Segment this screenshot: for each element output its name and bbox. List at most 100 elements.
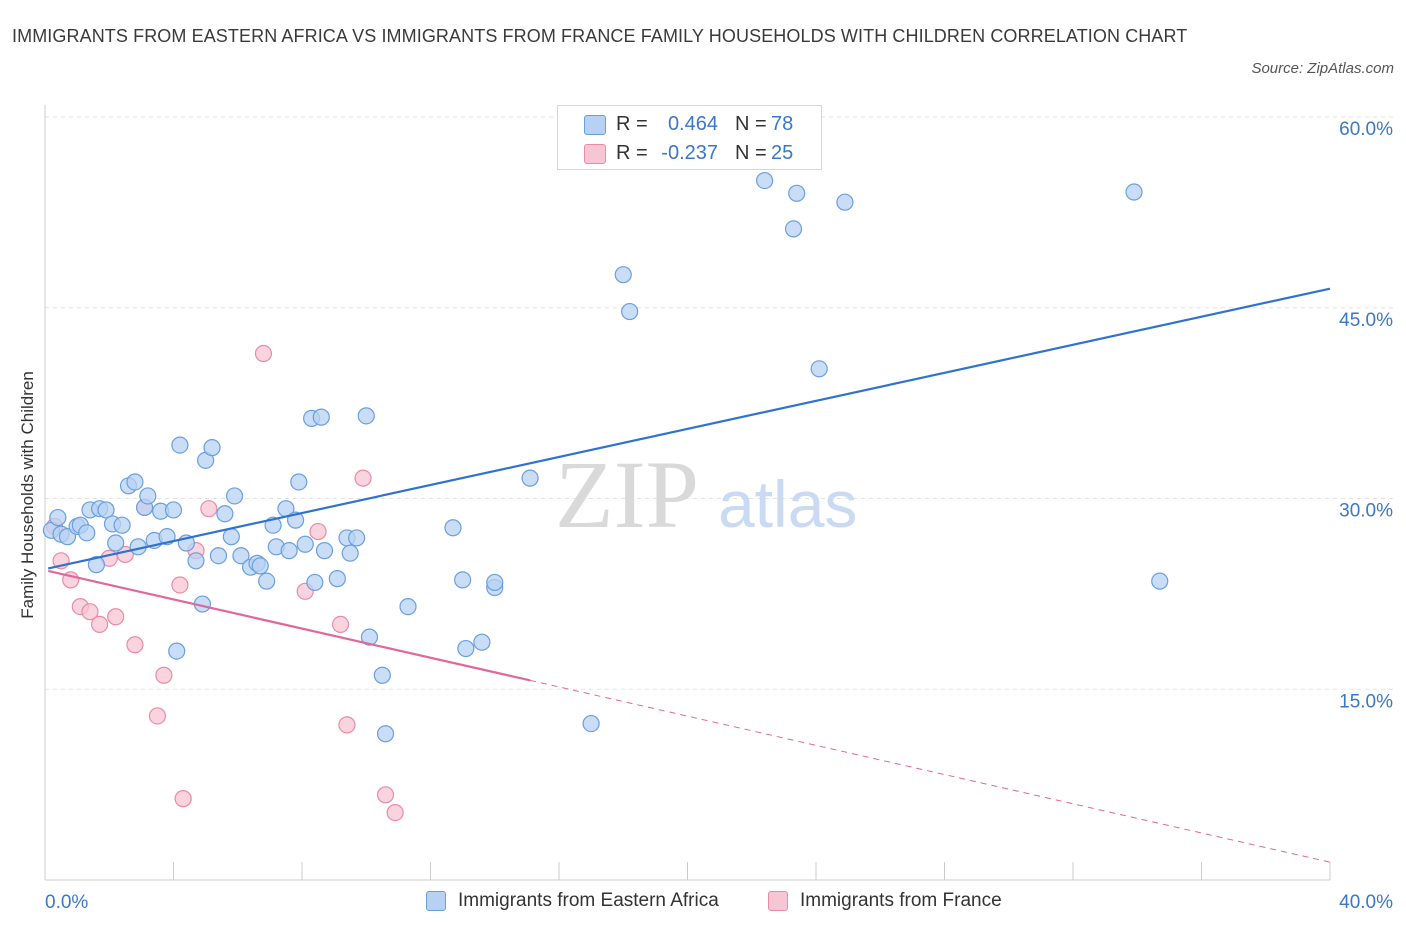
eastern-africa-point — [444, 519, 462, 537]
eastern-africa-trend-line — [47, 287, 1331, 570]
y-tick-label: 60.0% — [1339, 119, 1393, 140]
eastern-africa-point — [222, 528, 240, 546]
tick-labels: 15.0% 30.0% 45.0% 60.0% 0.0% 40.0% — [45, 119, 1393, 913]
legend-n-label: N = — [735, 142, 767, 164]
watermark-zip: ZIP — [555, 441, 699, 548]
bottom-legend-label: Immigrants from France — [800, 890, 1002, 911]
france-point — [174, 790, 192, 808]
eastern-africa-point — [486, 573, 504, 592]
eastern-africa-point — [755, 171, 774, 190]
grid-lines — [45, 116, 1395, 690]
eastern-africa-point — [225, 487, 244, 505]
eastern-africa-point — [164, 501, 183, 519]
eastern-africa-point — [784, 220, 803, 238]
eastern-africa-point — [582, 714, 600, 733]
bottom-legend-swatch-blue — [426, 891, 446, 911]
france-point — [254, 344, 273, 363]
legend-r-value: -0.237 — [661, 142, 718, 164]
source-label: Source: ZipAtlas.com — [1251, 60, 1394, 77]
eastern-africa-point — [97, 501, 115, 519]
france-point — [331, 615, 350, 633]
france-trend-line — [47, 569, 531, 682]
eastern-africa-point — [209, 547, 228, 565]
france-point — [148, 707, 167, 725]
y-tick-label: 15.0% — [1339, 691, 1393, 712]
eastern-africa-point — [836, 193, 854, 211]
axes — [44, 105, 1331, 881]
legend-n-label: N = — [735, 113, 767, 135]
eastern-africa-point — [139, 487, 157, 505]
france-point — [386, 804, 404, 822]
eastern-africa-point — [203, 439, 221, 457]
watermark: ZIP atlas — [555, 441, 857, 548]
eastern-africa-point — [251, 557, 269, 575]
legend-swatch-blue — [584, 115, 606, 135]
eastern-africa-point — [49, 508, 67, 527]
france-point — [91, 615, 109, 633]
eastern-africa-point — [306, 573, 324, 592]
france-trend-line-extension — [529, 679, 1331, 863]
france-point — [107, 608, 125, 626]
eastern-africa-point — [258, 572, 276, 590]
france-point — [171, 576, 189, 594]
eastern-africa-point — [454, 571, 472, 589]
eastern-africa-point — [1151, 572, 1169, 590]
y-tick-label: 45.0% — [1339, 310, 1393, 331]
eastern-africa-point — [312, 408, 330, 426]
eastern-africa-point — [348, 529, 366, 547]
eastern-africa-point — [373, 666, 391, 684]
eastern-africa-point — [341, 544, 359, 562]
eastern-africa-point — [621, 302, 639, 321]
eastern-africa-point — [296, 535, 314, 553]
legend-r-value: 0.464 — [667, 113, 718, 135]
legend-swatch-pink — [584, 144, 606, 164]
eastern-africa-point — [399, 597, 417, 616]
eastern-africa-point — [328, 570, 346, 588]
eastern-africa-point — [280, 542, 298, 560]
legend-r-label: R = — [616, 142, 648, 164]
eastern-africa-point — [232, 547, 250, 565]
france-point — [338, 716, 356, 734]
watermark-atlas: atlas — [718, 467, 857, 541]
x-tick-label: 40.0% — [1339, 892, 1393, 913]
trend-lines — [47, 287, 1331, 863]
eastern-africa-point — [376, 725, 395, 743]
legend-r-label: R = — [616, 113, 648, 135]
x-tick-label: 0.0% — [45, 892, 88, 913]
eastern-africa-point — [810, 360, 828, 378]
series-france-points — [46, 344, 404, 822]
eastern-africa-point — [788, 184, 806, 202]
eastern-africa-point — [315, 542, 334, 560]
eastern-africa-point — [87, 556, 106, 574]
eastern-africa-point — [107, 534, 125, 552]
france-point — [376, 786, 395, 804]
eastern-africa-point — [290, 473, 308, 491]
legend-n-value: 78 — [771, 113, 794, 135]
eastern-africa-point — [614, 266, 632, 284]
eastern-africa-point — [171, 436, 189, 454]
correlation-legend: R = 0.464 N = 78 R = -0.237 N = 25 — [557, 105, 822, 170]
y-tick-label: 30.0% — [1339, 501, 1393, 522]
chart-title: IMMIGRANTS FROM EASTERN AFRICA VS IMMIGR… — [12, 26, 1188, 46]
eastern-africa-point — [78, 524, 96, 542]
bottom-legend-swatch-pink — [768, 891, 788, 911]
eastern-africa-point — [521, 469, 539, 487]
eastern-africa-point — [1125, 183, 1143, 201]
eastern-africa-point — [113, 516, 131, 534]
eastern-africa-point — [357, 407, 375, 425]
eastern-africa-point — [473, 633, 491, 651]
legend-n-value: 25 — [771, 142, 794, 164]
france-point — [354, 469, 372, 487]
france-point — [81, 603, 99, 621]
eastern-africa-point — [126, 473, 144, 491]
france-point — [200, 500, 218, 518]
eastern-africa-point — [168, 642, 186, 660]
eastern-africa-point — [216, 505, 234, 523]
eastern-africa-point — [360, 628, 379, 646]
france-point — [309, 522, 327, 541]
france-point — [155, 666, 173, 684]
eastern-africa-point — [457, 639, 475, 658]
eastern-africa-point — [187, 552, 205, 570]
series-eastern-africa-points — [42, 171, 1169, 743]
